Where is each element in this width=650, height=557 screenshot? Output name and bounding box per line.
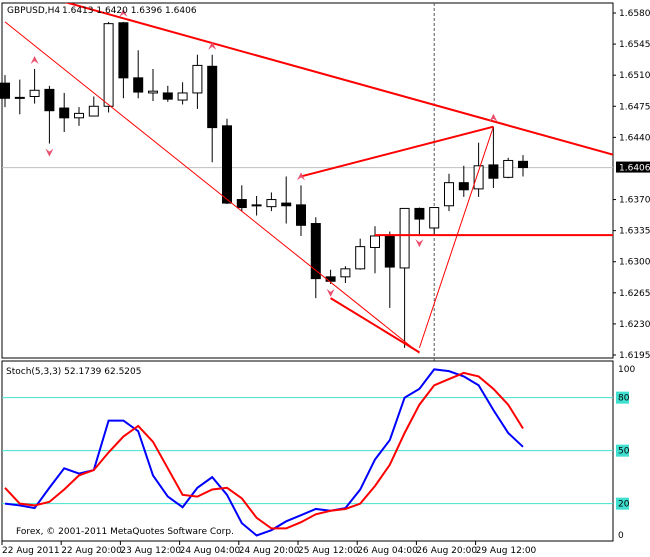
- bear-candle: [458, 182, 469, 191]
- bull-candle: [444, 182, 454, 207]
- bear-candle: [281, 202, 292, 207]
- fractal-down-arrow-icon: [45, 148, 54, 157]
- stochastic-label: Stoch(5,3,3) 52.1739 62.5205: [6, 367, 141, 377]
- candles: [0, 21, 528, 348]
- bull-candle: [251, 204, 262, 207]
- bull-candle: [370, 235, 380, 249]
- bull-candle: [266, 199, 277, 208]
- bear-candle: [118, 22, 129, 79]
- fractal-down-arrow-icon: [326, 288, 335, 297]
- bear-candle: [296, 204, 306, 226]
- fractal-down-arrow-icon: [415, 239, 424, 248]
- bear-candle: [414, 207, 425, 220]
- bear-candle: [236, 199, 247, 209]
- bull-candle: [399, 207, 410, 269]
- bull-candle: [103, 23, 114, 107]
- price-tick-label: 1.6370: [619, 196, 650, 206]
- bear-candle: [488, 164, 499, 179]
- bull-candle: [473, 165, 484, 190]
- fractal-up-arrow-icon: [119, 8, 128, 17]
- bull-candle: [429, 207, 440, 229]
- bear-candle: [207, 65, 218, 129]
- time-tick-label: 26 Aug 20:00: [416, 546, 477, 556]
- fractal-up-arrow-icon: [208, 41, 217, 50]
- stochastic-tick-label: 50: [618, 447, 630, 457]
- fractal-up-arrow-icon: [297, 172, 305, 181]
- time-tick-label: 23 Aug 12:00: [120, 546, 181, 556]
- bull-candle: [74, 112, 84, 119]
- stochastic-level-label-bg: [616, 444, 629, 457]
- price-tick-label: 1.6545: [619, 40, 650, 50]
- fractal-up-arrow-icon: [489, 113, 498, 122]
- trend-line: [300, 125, 494, 178]
- bear-candle: [310, 223, 321, 280]
- price-tick-label: 1.6440: [619, 133, 650, 143]
- ohlc-readout: 1.6413 1.6420 1.6396 1.6406: [62, 6, 197, 16]
- bull-candle: [88, 105, 99, 117]
- stochastic-level-label-bg: [616, 391, 629, 404]
- stochastic-axis: 100 80 50 20 0: [616, 365, 635, 541]
- stochastic-level-label-bg: [616, 497, 629, 510]
- price-tick-label: 1.6195: [619, 351, 650, 361]
- bear-candle: [222, 125, 232, 204]
- price-panel-frame: [1, 2, 614, 359]
- bull-candle: [177, 92, 188, 101]
- time-tick-label: 25 Aug 12:00: [298, 546, 359, 556]
- bear-candle: [59, 107, 70, 119]
- time-tick-label: 24 Aug 20:00: [239, 546, 300, 556]
- bull-candle: [14, 96, 25, 99]
- price-panel[interactable]: 1.6580 1.6545 1.6510 1.6475 1.6440 1.6370 1.63…: [0, 0, 650, 541]
- trend-line: [64, 3, 613, 156]
- stochastic-tick-label: 20: [618, 500, 630, 510]
- bear-candle: [44, 88, 55, 112]
- trend-line: [4, 21, 420, 354]
- price-tick-label: 1.6580: [619, 9, 650, 19]
- current-price-box: [616, 161, 650, 173]
- fractal-arrows: [30, 8, 498, 297]
- bear-candle: [0, 82, 10, 99]
- bull-candle: [192, 64, 203, 94]
- stochastic-tick-label: 0: [618, 531, 624, 541]
- bull-candle: [340, 268, 351, 278]
- price-tick-label: 1.6335: [619, 227, 650, 237]
- time-tick-label: 29 Aug 12:00: [476, 546, 537, 556]
- bear-candle: [325, 276, 336, 282]
- bull-candle: [148, 90, 158, 94]
- stochastic-lines: [4, 368, 524, 537]
- time-tick-label: 22 Aug 2011: [2, 546, 60, 556]
- fractal-up-arrow-icon: [30, 55, 39, 64]
- trend-line: [330, 297, 420, 354]
- stochastic-levels: [2, 397, 613, 505]
- time-tick-label: 24 Aug 04:00: [180, 546, 241, 556]
- bull-candle: [355, 246, 366, 270]
- bear-candle: [384, 235, 395, 268]
- stochastic-tick-label: 80: [618, 394, 630, 404]
- price-tick-label: 1.6230: [619, 320, 650, 330]
- stochastic-tick-label: 100: [618, 365, 635, 375]
- price-tick-label: 1.6510: [619, 71, 650, 81]
- price-axis: 1.6580 1.6545 1.6510 1.6475 1.6440 1.6370 1.63…: [613, 9, 650, 361]
- bull-candle: [29, 89, 40, 98]
- price-tick-label: 1.6300: [619, 258, 650, 268]
- stochastic-signal-line: [4, 371, 524, 530]
- time-tick-label: 22 Aug 20:00: [61, 546, 122, 556]
- copyright-text: Forex, © 2001-2011 MetaQuotes Software C…: [16, 527, 234, 537]
- trend-lines[interactable]: [2, 0, 613, 354]
- time-tick-label: 26 Aug 04:00: [357, 546, 418, 556]
- price-tick-label: 1.6265: [619, 289, 650, 299]
- price-tick-label: 1.6475: [619, 102, 650, 112]
- bear-candle: [518, 160, 528, 169]
- current-price-label: 1.6406: [619, 164, 650, 174]
- chart-title: GBPUSD,H4: [7, 6, 60, 16]
- bear-candle: [162, 92, 173, 100]
- trend-line: [418, 126, 494, 349]
- bull-candle: [503, 159, 514, 178]
- bear-candle: [133, 77, 144, 93]
